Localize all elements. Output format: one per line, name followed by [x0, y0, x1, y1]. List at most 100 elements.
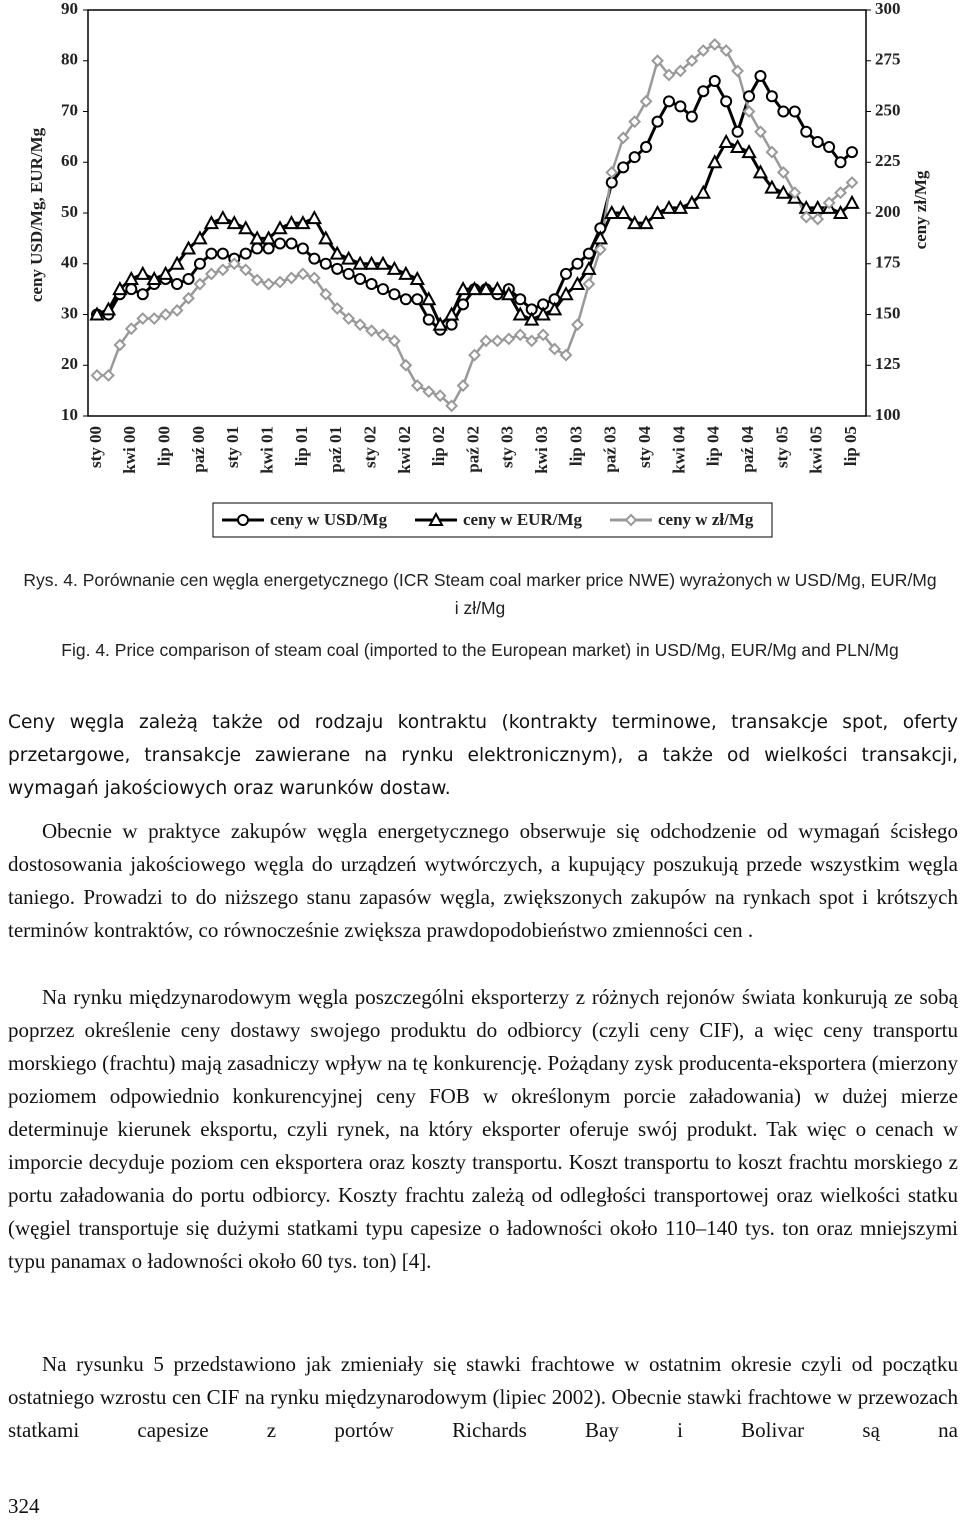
data-point — [731, 125, 744, 138]
data-point — [513, 328, 527, 342]
data-point — [180, 240, 197, 255]
data-point — [708, 38, 722, 51]
data-point — [651, 115, 664, 128]
data-point — [662, 68, 676, 82]
data-point — [399, 358, 413, 372]
y-tick-label: 70 — [61, 100, 78, 119]
data-point — [330, 301, 344, 315]
data-point — [501, 286, 517, 301]
data-point — [319, 287, 333, 301]
data-point — [777, 105, 790, 118]
data-point — [731, 64, 745, 78]
data-point — [617, 161, 630, 174]
x-tick-label: sty 05 — [772, 426, 791, 468]
x-tick-label: kwi 03 — [532, 426, 551, 474]
data-point — [546, 301, 563, 316]
data-point — [605, 176, 618, 189]
data-point — [388, 288, 401, 301]
x-tick-label: paź 03 — [601, 426, 620, 473]
data-point — [765, 145, 779, 159]
x-tick-label: lip 04 — [704, 426, 723, 467]
data-point — [743, 90, 756, 103]
data-point — [363, 255, 380, 270]
data-point — [811, 135, 824, 148]
data-point — [250, 273, 264, 287]
data-point — [674, 100, 687, 113]
data-point — [285, 237, 298, 250]
x-tick-label: kwi 05 — [807, 426, 826, 474]
data-point — [399, 293, 412, 306]
data-point — [102, 368, 115, 382]
data-point — [729, 138, 746, 154]
x-tick-label: kwi 02 — [395, 426, 414, 474]
data-point — [741, 144, 757, 159]
data-point — [800, 125, 813, 138]
data-point — [673, 64, 687, 78]
paragraph: Obecnie w praktyce zakupów węgla energet… — [8, 819, 958, 942]
data-point — [626, 215, 643, 230]
data-point — [455, 281, 471, 296]
data-point — [421, 291, 437, 306]
data-point — [262, 277, 276, 291]
data-point — [695, 184, 711, 199]
data-point — [512, 306, 528, 321]
data-point — [616, 131, 630, 145]
data-point — [514, 293, 527, 306]
data-point — [398, 265, 414, 280]
data-point — [489, 281, 506, 296]
data-point — [560, 267, 573, 280]
data-point — [227, 257, 241, 271]
y-tick-label: 60 — [61, 151, 78, 170]
data-point — [571, 318, 584, 332]
data-point — [123, 270, 140, 285]
data-point — [203, 215, 220, 230]
data-point — [376, 328, 390, 342]
data-point — [135, 265, 151, 280]
x-tick-label: sty 00 — [86, 426, 105, 468]
data-point — [136, 312, 150, 325]
data-point — [720, 95, 733, 108]
data-point — [146, 270, 162, 285]
data-point — [124, 322, 138, 336]
data-point — [490, 334, 504, 348]
data-point — [445, 399, 459, 413]
x-tick-label: sty 02 — [360, 426, 379, 468]
data-point — [742, 105, 756, 118]
y2-tick-label: 250 — [875, 100, 901, 119]
data-point — [422, 385, 436, 399]
data-point — [639, 94, 653, 108]
x-tick-label: lip 01 — [292, 426, 311, 466]
data-point — [651, 54, 664, 68]
data-point — [192, 230, 208, 245]
data-point — [582, 277, 596, 291]
data-point — [661, 199, 677, 214]
data-point — [432, 316, 448, 331]
y2-tick-label: 200 — [875, 202, 901, 221]
x-tick-label: lip 02 — [429, 426, 448, 466]
data-point — [571, 257, 584, 270]
x-tick-label: paź 04 — [738, 426, 757, 473]
data-point — [696, 44, 710, 58]
data-point — [765, 90, 778, 103]
y-axis-title: ceny USD/Mg, EUR/Mg — [27, 127, 46, 302]
data-point — [569, 275, 586, 291]
data-point — [251, 242, 264, 255]
data-point — [273, 275, 287, 289]
data-point — [502, 332, 516, 346]
y2-tick-label: 175 — [875, 253, 901, 272]
data-point — [353, 318, 367, 332]
data-point — [193, 277, 207, 291]
data-point — [662, 95, 675, 108]
paragraph: Ceny węgla zależą także od rodzaju kontr… — [8, 712, 958, 799]
x-tick-label: paź 01 — [326, 426, 345, 473]
data-point — [331, 262, 344, 275]
series-line — [96, 140, 853, 328]
data-point — [535, 306, 551, 321]
data-point — [466, 281, 483, 296]
x-tick-label: sty 04 — [635, 426, 654, 469]
data-point — [125, 283, 138, 296]
legend-box — [212, 502, 773, 538]
data-point — [524, 311, 540, 326]
data-point — [113, 338, 127, 352]
data-point — [832, 204, 849, 219]
